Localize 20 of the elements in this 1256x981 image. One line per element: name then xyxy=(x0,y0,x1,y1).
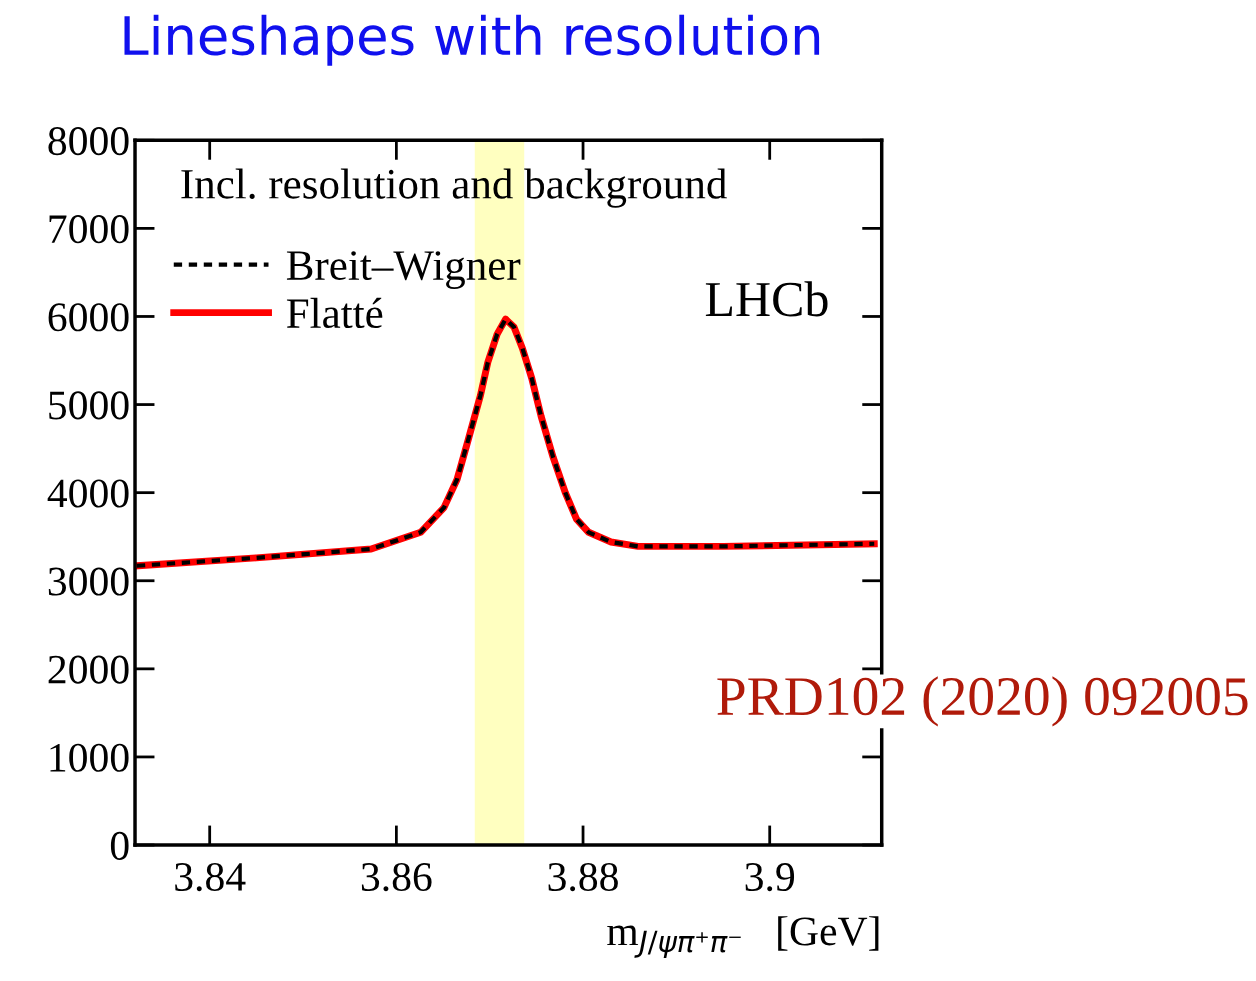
y-tick-label: 7000 xyxy=(49,215,129,244)
annotation: PRD102 (2020) 092005 xyxy=(717,676,1248,727)
x-tick-label: 3.84 xyxy=(175,862,246,892)
x-tick-label: 3.9 xyxy=(745,863,795,892)
chart-title: Lineshapes with resolution xyxy=(124,14,820,66)
annotation: Incl. resolution and background xyxy=(181,168,727,208)
legend-label: Flatté xyxy=(286,297,383,329)
y-tick-label: 8000 xyxy=(48,127,129,156)
x-tick-label: 3.88 xyxy=(548,862,618,892)
text: m$_{J/ψπ⁺π⁻}$ [GeV] xyxy=(607,916,879,958)
y-tick-label: 5000 xyxy=(49,391,129,420)
legend-label: Breit–Wigner xyxy=(286,251,521,289)
y-tick-label: 3000 xyxy=(48,567,129,596)
x-tick-label: 3.86 xyxy=(361,862,432,892)
y-tick-label: 6000 xyxy=(48,303,129,332)
y-tick-label: 1000 xyxy=(50,743,129,772)
y-tick-label: 0 xyxy=(110,831,129,860)
y-tick-label: 2000 xyxy=(48,655,129,684)
annotation: LHCb xyxy=(705,281,828,317)
y-tick-label: 4000 xyxy=(47,479,129,508)
